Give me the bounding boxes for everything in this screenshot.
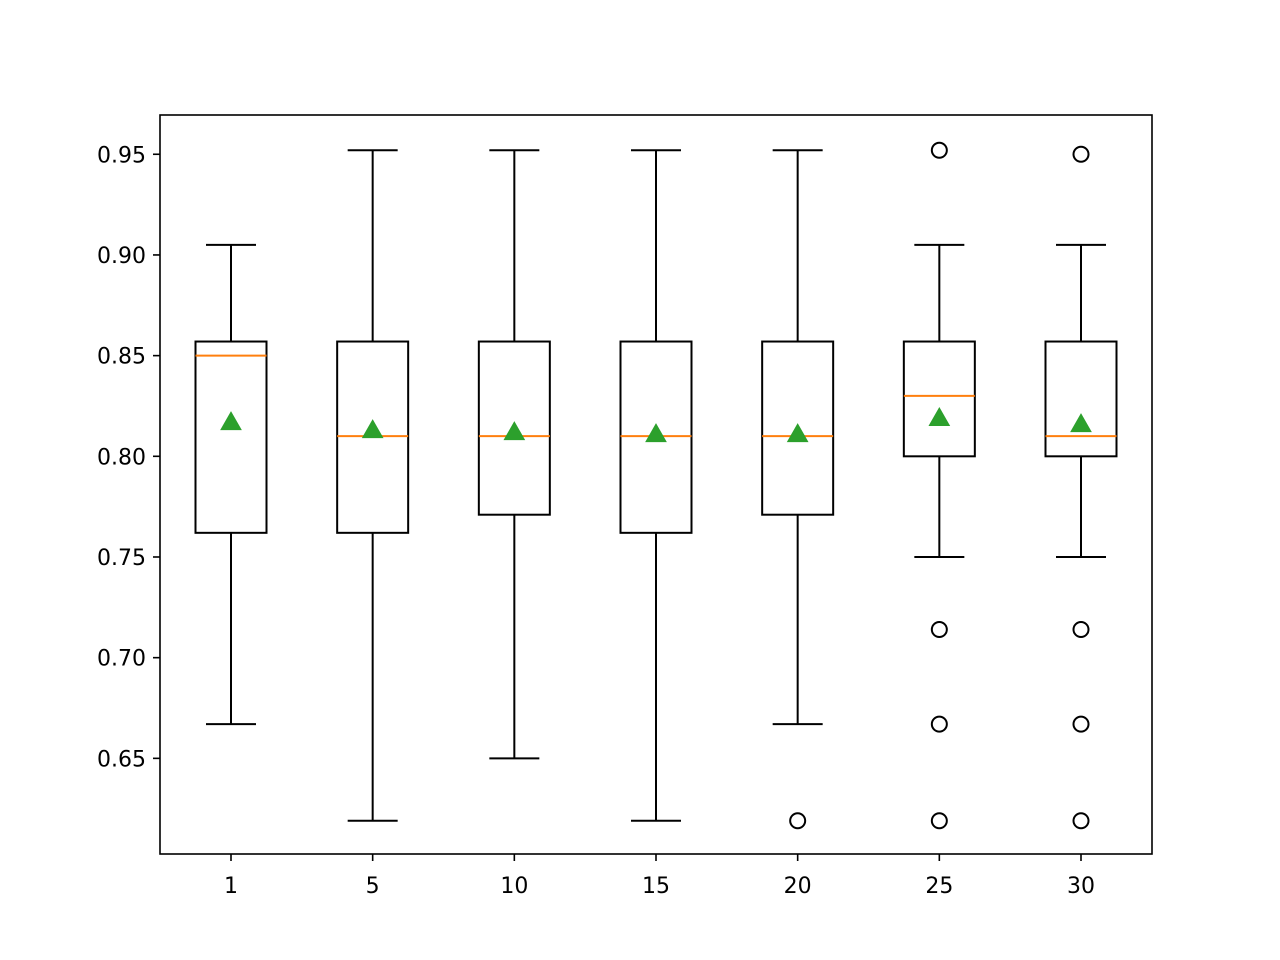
outlier-point [1072,715,1090,733]
mean-marker [928,407,951,427]
mean-marker [361,419,384,439]
box-iqr [761,340,835,516]
box-group-10 [477,149,551,760]
outlier-point [1072,145,1090,163]
plot-area [194,141,1118,830]
box-iqr [902,340,976,458]
y-tick-label: 0.95 [97,143,146,168]
x-tick-label: 15 [642,874,670,899]
outlier-point [930,141,948,159]
axes: 1 5 10 15 20 25 300.650.700.750.800.850.900.95 [97,143,1095,899]
outlier-point [930,812,948,830]
outlier-point [789,812,807,830]
outlier-point [930,715,948,733]
x-tick-label: 5 [366,874,380,899]
x-tick-label: 25 [925,874,953,899]
mean-marker [1070,413,1092,433]
box-group-30 [1044,145,1118,830]
box-iqr [619,340,693,534]
box-iqr [336,340,410,534]
mean-marker [503,421,526,441]
box-iqr [194,340,268,534]
mean-marker [645,423,667,443]
x-tick-label: 10 [500,874,528,899]
box-group-5 [336,149,410,822]
mean-marker [786,423,809,443]
box-group-1 [194,243,268,726]
y-tick-label: 0.85 [97,345,146,370]
y-tick-label: 0.80 [97,445,146,470]
outlier-point [1072,812,1090,830]
box-group-25 [902,141,976,830]
box-iqr [477,340,551,516]
x-tick-label: 1 [224,874,238,899]
x-tick-label: 20 [784,874,812,899]
y-tick-label: 0.90 [97,244,146,269]
outlier-point [1072,620,1090,638]
y-tick-label: 0.70 [97,647,146,672]
box-iqr [1044,340,1118,458]
y-tick-label: 0.65 [97,747,146,772]
outlier-point [930,620,948,638]
y-tick-label: 0.75 [97,546,146,571]
mean-marker [220,411,242,431]
box-group-20 [761,149,835,830]
box-group-15 [619,149,693,822]
x-tick-label: 30 [1067,874,1095,899]
